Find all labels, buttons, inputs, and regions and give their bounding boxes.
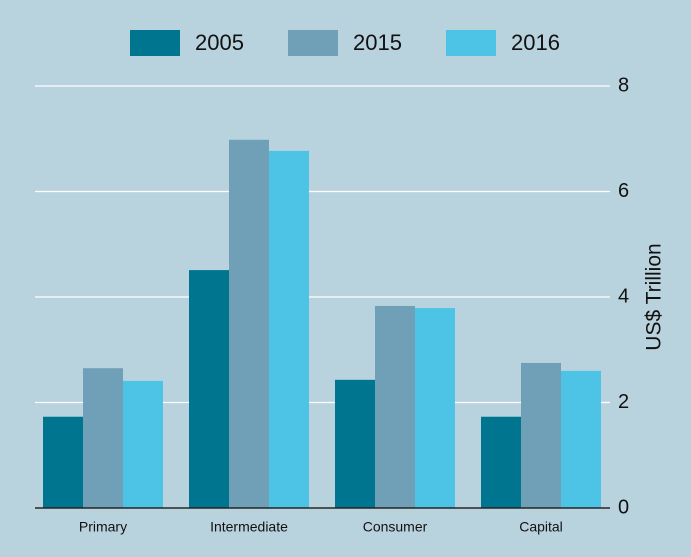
bar — [83, 368, 123, 508]
legend-label: 2005 — [195, 30, 244, 55]
y-tick-label: 0 — [618, 496, 629, 518]
y-tick-label: 2 — [618, 391, 629, 413]
x-tick-label: Consumer — [363, 519, 428, 535]
bar — [123, 380, 163, 508]
x-tick-label: Primary — [79, 519, 127, 535]
y-tick-label: 4 — [618, 285, 629, 307]
bar — [229, 139, 269, 508]
y-tick-label: 6 — [618, 180, 629, 202]
y-axis-label: US$ Trillion — [643, 243, 666, 350]
bar — [521, 362, 561, 508]
bar — [43, 416, 83, 508]
bar — [269, 150, 309, 508]
x-tick-label: Intermediate — [210, 519, 288, 535]
bar — [189, 270, 229, 508]
bar — [561, 370, 601, 508]
legend-label: 2016 — [511, 30, 560, 55]
legend-label: 2015 — [353, 30, 402, 55]
legend-swatch — [130, 30, 180, 56]
legend-swatch — [288, 30, 338, 56]
bar — [415, 308, 455, 508]
legend-swatch — [446, 30, 496, 56]
y-tick-label: 8 — [618, 74, 629, 96]
bar — [335, 379, 375, 508]
bar — [481, 416, 521, 508]
bar — [375, 305, 415, 508]
x-tick-label: Capital — [519, 519, 563, 535]
